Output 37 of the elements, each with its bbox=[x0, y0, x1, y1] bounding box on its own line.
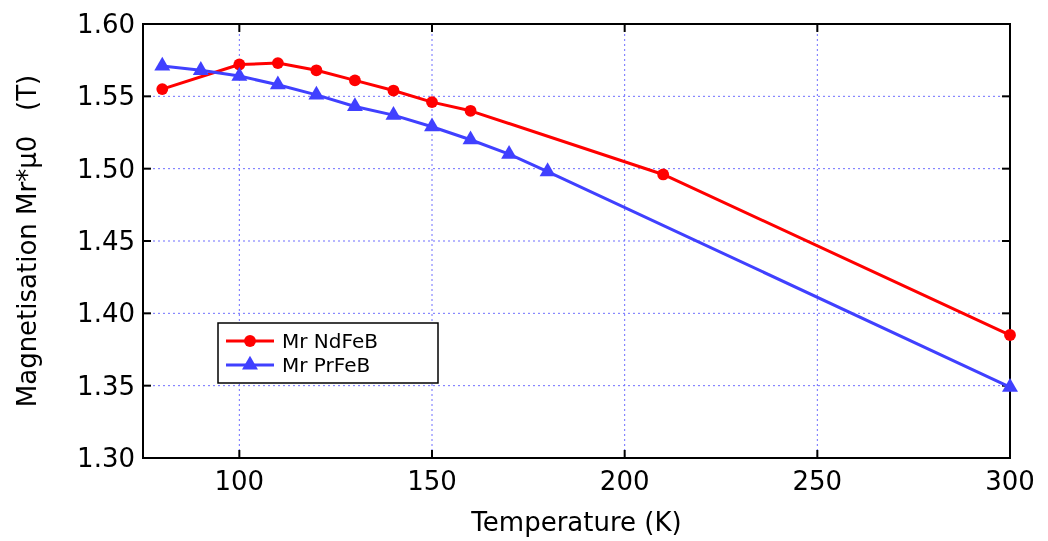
legend-label: Mr NdFeB bbox=[282, 329, 378, 353]
point bbox=[424, 117, 440, 132]
point bbox=[154, 56, 171, 71]
point bbox=[231, 66, 248, 81]
point bbox=[464, 104, 477, 117]
x-axis-title: Temperature (K) bbox=[470, 507, 682, 537]
point bbox=[346, 97, 363, 112]
point bbox=[269, 75, 286, 90]
y-tick-label: 1.60 bbox=[77, 9, 135, 40]
point bbox=[271, 57, 284, 69]
point bbox=[156, 83, 169, 96]
y-tick-label: 1.30 bbox=[77, 443, 135, 474]
point bbox=[308, 85, 325, 100]
point bbox=[233, 58, 246, 71]
x-tick-label: 200 bbox=[599, 466, 650, 496]
x-tick-label: 250 bbox=[792, 466, 843, 496]
point bbox=[462, 130, 479, 145]
y-tick-label: 1.55 bbox=[77, 81, 135, 112]
x-tick-label: 150 bbox=[407, 466, 457, 496]
point bbox=[387, 84, 400, 97]
legend-label: Mr PrFeB bbox=[282, 353, 371, 377]
point bbox=[385, 105, 402, 120]
point bbox=[349, 74, 361, 87]
point bbox=[310, 64, 323, 77]
point bbox=[426, 96, 438, 109]
point bbox=[192, 61, 209, 75]
x-tick-label: 300 bbox=[985, 466, 1035, 496]
point bbox=[501, 145, 518, 159]
y-tick-label: 1.45 bbox=[77, 226, 135, 257]
point bbox=[657, 168, 670, 181]
y-tick-label: 1.40 bbox=[77, 298, 135, 329]
y-axis-title: Magnetisation Mr*µ0 (T) bbox=[12, 74, 42, 408]
point bbox=[539, 162, 556, 177]
point bbox=[1002, 377, 1018, 392]
y-tick-label: 1.35 bbox=[77, 370, 135, 401]
x-tick-label: 100 bbox=[214, 466, 265, 496]
y-tick-label: 1.50 bbox=[77, 153, 135, 184]
